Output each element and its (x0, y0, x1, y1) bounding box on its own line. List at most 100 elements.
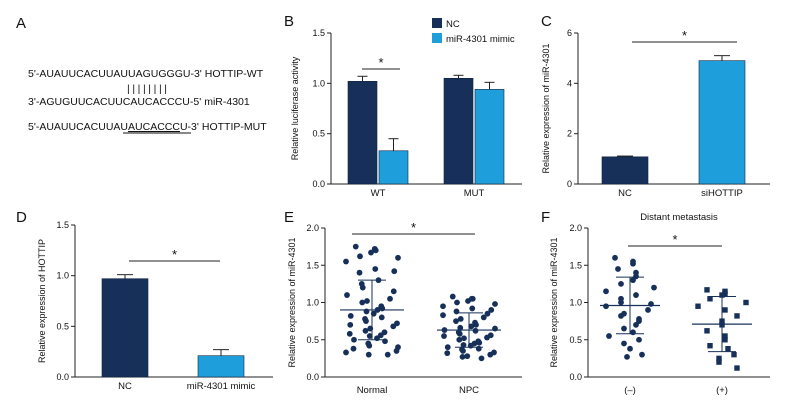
data-point (633, 321, 639, 328)
data-point (480, 314, 487, 321)
y-tick-label: 0.0 (569, 372, 582, 382)
data-point (484, 310, 491, 317)
data-point (476, 339, 483, 346)
significance-star: * (172, 247, 177, 262)
data-point (359, 299, 366, 306)
data-point (347, 313, 354, 319)
x-category-label: (+) (716, 385, 728, 396)
data-point (618, 299, 624, 306)
data-point (366, 342, 373, 349)
data-point (372, 247, 379, 254)
data-point (440, 312, 446, 319)
data-point (707, 296, 713, 302)
data-point (603, 303, 609, 310)
y-tick-label: 1.0 (569, 298, 582, 308)
data-point (722, 290, 728, 297)
y-tick-label: 0.5 (312, 129, 325, 139)
data-point (716, 355, 722, 362)
data-point (734, 365, 740, 371)
data-point (472, 327, 479, 334)
y-axis-label: Relative expression of miR-4301 (287, 237, 297, 367)
data-point (465, 298, 471, 304)
data-point (366, 333, 373, 339)
x-category-label: NC (618, 188, 632, 199)
data-point (716, 359, 722, 365)
data-point (639, 351, 645, 358)
data-point (356, 269, 363, 276)
y-tick-label: 0.5 (56, 321, 69, 331)
data-point (621, 340, 627, 347)
legend-entry: miR-4301 mimic (446, 34, 515, 45)
y-tick-label: 1.0 (312, 78, 325, 88)
x-category-label: Normal (357, 385, 388, 396)
hottip-mut-sequence: 5'-AUAUUCACUUAUAUCACCCU-3' HOTTIP-MUT (28, 121, 267, 133)
data-point (695, 303, 701, 309)
data-point (368, 249, 374, 256)
data-point (645, 307, 651, 313)
legend-swatch (432, 18, 442, 28)
seq-tag: HOTTIP-WT (205, 68, 264, 80)
legend-swatch (432, 33, 442, 43)
data-point (453, 318, 459, 325)
data-point (492, 301, 498, 307)
y-tick-label: 0.0 (312, 179, 325, 189)
seq-prefix: 5'- (28, 121, 40, 133)
data-point (346, 330, 353, 337)
data-point (460, 348, 466, 354)
panel-e-label: E (284, 209, 294, 226)
data-point (624, 353, 630, 360)
panel-f-label: F (541, 209, 550, 226)
y-tick-label: 0 (567, 179, 572, 189)
data-point (440, 303, 446, 310)
data-point (352, 243, 359, 250)
data-point (630, 277, 636, 284)
chart-title: Distant metastasis (640, 212, 718, 223)
seq-body: AGUGUUCACUUCAUCACCCU (39, 96, 190, 108)
data-point (487, 351, 494, 358)
data-point (615, 266, 621, 272)
data-point (364, 298, 370, 304)
mir-4301-sequence: 3'-AGUGUUCACUUCAUCACCCU-5' miR-4301 (28, 96, 250, 108)
data-point (618, 313, 624, 319)
data-point (606, 333, 612, 339)
data-point (464, 353, 471, 360)
data-point (627, 345, 633, 352)
data-point (621, 325, 627, 332)
y-tick-label: 1.5 (312, 28, 325, 38)
data-point (357, 253, 363, 260)
y-tick-label: 1.5 (569, 260, 582, 270)
y-tick-label: 0.0 (56, 372, 69, 382)
data-point (359, 284, 366, 291)
panel-a: A 5'-AUAUUCACUUAUUAGUGGGU-3' HOTTIP-WT3'-… (16, 15, 267, 134)
y-axis-label: Relative expression of miR-4301 (541, 43, 551, 173)
data-point (449, 293, 456, 300)
bar-wt-nc (347, 81, 378, 185)
data-point (636, 336, 642, 343)
data-point (612, 254, 618, 261)
seq-prefix: 5'- (28, 68, 40, 80)
data-point (469, 295, 476, 302)
y-tick-label: 1.0 (56, 271, 69, 281)
data-point (444, 344, 451, 351)
data-point (378, 314, 385, 321)
panel-c: C 0 2 4 6 Relative expression of miR-4301 NC si… (541, 13, 770, 199)
y-tick-label: 0.5 (569, 335, 582, 345)
data-point (468, 323, 475, 330)
y-tick-label: 0.5 (306, 335, 319, 345)
seq-body-head: AUAUUCACUUAU (39, 121, 128, 133)
y-tick-label: 6 (567, 28, 572, 38)
data-point (603, 288, 609, 295)
data-point (351, 336, 357, 343)
panel-f: F 0.0 0.5 1.0 1.5 2.0 Relative expression of m… (541, 209, 770, 396)
x-category-label: (–) (624, 385, 636, 396)
base-pairing-marks: |||||||| (127, 83, 170, 95)
x-category-label: siHOTTIP (701, 188, 743, 199)
data-point (343, 349, 349, 356)
data-point (630, 329, 636, 336)
data-point (478, 355, 485, 362)
bar-mut-mimic (474, 89, 505, 185)
data-point (459, 353, 466, 360)
data-point (457, 315, 464, 322)
data-point (374, 335, 380, 342)
